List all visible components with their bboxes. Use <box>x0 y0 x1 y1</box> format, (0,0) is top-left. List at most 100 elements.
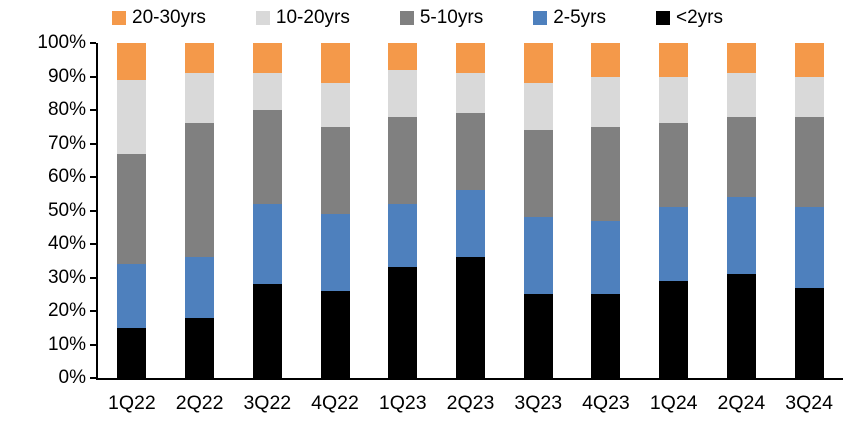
bar-segment-10-20yrs <box>117 79 147 154</box>
bar-segment-10-20yrs <box>388 69 418 117</box>
bar-2Q22 <box>185 43 215 378</box>
y-axis-tick <box>90 243 96 245</box>
bar-3Q22 <box>252 43 282 378</box>
legend-swatch-icon <box>112 11 126 25</box>
bar-2Q23 <box>456 43 485 378</box>
x-tick-label: 1Q22 <box>108 392 156 414</box>
x-axis-labels: 1Q22 2Q22 3Q22 4Q22 1Q23 2Q23 3Q23 4Q23 1Q24 2Q24… <box>98 390 843 416</box>
bar-segment-<2yrs <box>726 274 756 378</box>
legend-label: 20-30yrs <box>132 7 206 28</box>
bar-segment-<2yrs <box>659 280 689 378</box>
y-tick-label: 50% <box>47 199 86 221</box>
bar-segment-20-30yrs <box>252 43 282 74</box>
bar-segment-5-10yrs <box>252 110 282 204</box>
legend-swatch-icon <box>399 11 414 25</box>
bar-1Q23 <box>388 43 418 378</box>
bar-segment-2-5yrs <box>591 220 621 295</box>
bar-segment-<2yrs <box>252 284 282 378</box>
bar-segment-10-20yrs <box>591 76 621 127</box>
y-tick-label: 0% <box>58 367 86 388</box>
bar-segment-5-10yrs <box>388 116 418 204</box>
bar-segment-20-30yrs <box>659 43 689 77</box>
y-axis-tick <box>90 142 96 145</box>
bar-segment-10-20yrs <box>252 73 282 110</box>
x-tick-label: 2Q24 <box>717 392 766 414</box>
y-tick-label: 20% <box>47 300 86 321</box>
bar-segment-2-5yrs <box>456 190 485 258</box>
legend-swatch-icon <box>533 11 548 25</box>
bar-segment-<2yrs <box>320 290 350 378</box>
y-axis-tick <box>90 209 96 212</box>
bar-3Q24 <box>794 43 824 378</box>
bar-segment-10-20yrs <box>320 83 350 127</box>
x-tick-label: 4Q22 <box>311 392 359 414</box>
bar-2Q24 <box>726 43 756 378</box>
bar-segment-<2yrs <box>523 294 553 378</box>
x-tick-label: 2Q22 <box>175 392 224 414</box>
bar-segment-10-20yrs <box>185 73 215 124</box>
legend-item: 10-20yrs <box>255 6 350 30</box>
bar-segment-2-5yrs <box>523 217 553 295</box>
bar-segment-5-10yrs <box>591 126 621 221</box>
bar-1Q24 <box>659 43 689 378</box>
legend-item: 2-5yrs <box>533 6 606 30</box>
bar-4Q23 <box>591 43 621 378</box>
legend-label: <2yrs <box>676 7 723 28</box>
y-tick-label: 40% <box>47 233 86 254</box>
x-tick-label: 3Q24 <box>785 392 833 414</box>
y-axis-tick <box>90 109 96 111</box>
bar-segment-10-20yrs <box>456 73 485 114</box>
x-tick-label: 1Q24 <box>649 392 698 414</box>
x-tick-label: 2Q23 <box>446 392 495 414</box>
x-tick-label: 3Q22 <box>243 392 292 414</box>
bar-segment-2-5yrs <box>320 213 350 291</box>
x-axis-line <box>96 378 843 380</box>
x-tick-label: 1Q23 <box>378 392 427 414</box>
y-tick-label: 70% <box>47 132 86 154</box>
y-tick-label: 30% <box>47 266 86 288</box>
bar-segment-<2yrs <box>388 267 418 378</box>
bar-segment-20-30yrs <box>726 43 756 74</box>
y-axis-line <box>96 43 98 380</box>
y-axis-tick <box>90 276 96 279</box>
bar-segment-5-10yrs <box>523 130 553 218</box>
bar-segment-<2yrs <box>117 327 147 378</box>
legend-swatch-icon <box>255 11 270 25</box>
legend-item: <2yrs <box>656 6 723 30</box>
legend-item: 5-10yrs <box>399 6 483 30</box>
bar-segment-20-30yrs <box>523 43 553 84</box>
bar-4Q22 <box>320 43 350 378</box>
legend-swatch-icon <box>656 11 670 25</box>
y-axis-tick <box>90 310 96 312</box>
bar-segment-2-5yrs <box>659 207 689 281</box>
bar-segment-20-30yrs <box>794 43 824 77</box>
bar-segment-20-30yrs <box>388 43 418 70</box>
bar-segment-2-5yrs <box>388 203 418 268</box>
y-tick-label: 10% <box>47 333 86 355</box>
bar-segment-20-30yrs <box>117 43 147 80</box>
y-axis-tick <box>90 75 96 78</box>
bar-segment-<2yrs <box>456 257 485 378</box>
legend-item: 20-30yrs <box>112 6 206 30</box>
bar-segment-5-10yrs <box>185 123 215 258</box>
bar-segment-5-10yrs <box>659 123 689 208</box>
legend-label: 2-5yrs <box>553 7 606 28</box>
y-axis-tick <box>90 377 96 379</box>
y-tick-label: 80% <box>47 99 86 120</box>
bar-segment-<2yrs <box>591 294 621 378</box>
bar-segment-5-10yrs <box>117 153 147 265</box>
bar-segment-2-5yrs <box>185 257 215 318</box>
bar-segment-10-20yrs <box>794 76 824 117</box>
bar-segment-2-5yrs <box>117 264 147 328</box>
bar-segment-10-20yrs <box>726 73 756 117</box>
bar-3Q23 <box>523 43 553 378</box>
y-tick-label: 90% <box>47 65 86 87</box>
bar-segment-5-10yrs <box>456 113 485 191</box>
bar-segment-5-10yrs <box>726 116 756 198</box>
bar-segment-20-30yrs <box>456 43 485 74</box>
bar-1Q22 <box>117 43 147 378</box>
y-axis-tick <box>90 343 96 346</box>
bar-segment-10-20yrs <box>659 76 689 124</box>
bar-segment-2-5yrs <box>252 203 282 285</box>
